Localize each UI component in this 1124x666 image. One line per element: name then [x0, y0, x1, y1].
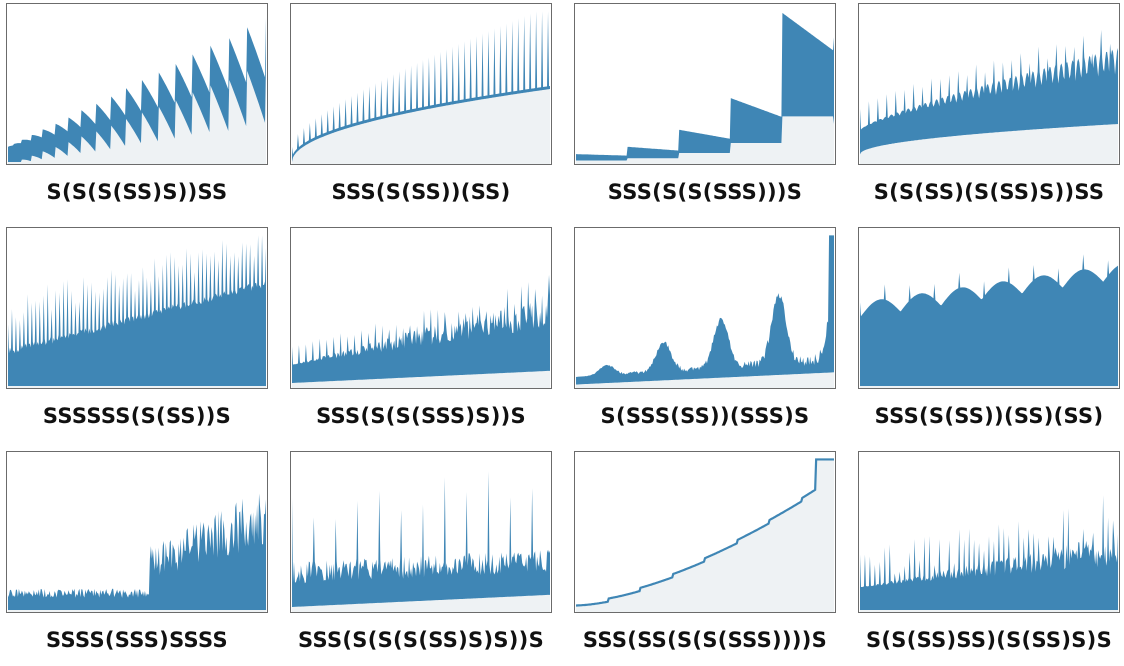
plot-frame — [574, 227, 836, 389]
chart-title: SSS(S(S(S(SS)S)S))S — [297, 628, 545, 652]
series-band — [291, 471, 551, 607]
chart-panel-6: SSS(S(S(SSS)S))S — [287, 224, 565, 442]
plot-svg — [7, 493, 267, 612]
series-band — [859, 254, 1119, 387]
plot-frame — [6, 451, 268, 613]
plot-frame — [290, 227, 552, 389]
series-under-fill — [7, 386, 267, 388]
plot-frame — [574, 3, 836, 165]
plot-svg — [859, 254, 1119, 388]
chart-title: SSSS(SSS)SSSS — [46, 628, 228, 652]
series-line — [575, 458, 835, 607]
chart-panel-8: SSS(S(SS))(SS)(SS) — [855, 224, 1124, 442]
series-area — [575, 459, 835, 612]
series-under-fill — [291, 594, 551, 612]
series-under-fill — [575, 372, 835, 388]
plot-frame — [6, 3, 268, 165]
plot-svg — [575, 458, 835, 612]
plot-svg — [859, 29, 1119, 164]
series-under-fill — [859, 386, 1119, 388]
plot-svg — [291, 11, 551, 164]
plot-svg — [575, 235, 835, 388]
chart-title: SSS(S(SS))(SS)(SS) — [874, 404, 1104, 428]
chart-title: SSS(S(S(SSS)S))S — [316, 404, 526, 428]
chart-panel-12: S(S(SS)SS)(S(SS)S)S — [855, 448, 1124, 666]
plot-svg — [291, 471, 551, 612]
plot-svg — [575, 12, 835, 164]
chart-panel-9: SSSS(SSS)SSSS — [3, 448, 281, 666]
series-band — [575, 235, 835, 385]
series-band — [859, 495, 1119, 611]
series-under-fill — [291, 370, 551, 388]
plot-frame — [6, 227, 268, 389]
chart-title: S(S(SS)SS)(S(SS)S)S — [865, 628, 1113, 652]
chart-panel-7: S(SSS(SS))(SSS)S — [571, 224, 849, 442]
chart-title: SSSSSS(S(SS))S — [42, 404, 232, 428]
chart-title: SSS(SS(S(S(SSS))))S — [582, 628, 828, 652]
chart-title: S(S(SS)(S(SS)S))SS — [873, 180, 1105, 204]
chart-title: S(SSS(SS))(SSS)S — [600, 404, 810, 428]
chart-panel-11: SSS(SS(S(S(SSS))))S — [571, 448, 849, 666]
chart-panel-2: SSS(S(SS))(SS) — [287, 0, 565, 218]
series-under-fill — [859, 124, 1119, 164]
series-band — [7, 235, 267, 387]
chart-panel-10: SSS(S(S(S(SS)S)S))S — [287, 448, 565, 666]
series-band — [859, 29, 1119, 155]
plot-svg — [7, 235, 267, 388]
series-band — [7, 493, 267, 611]
series-under-fill — [7, 610, 267, 612]
plot-frame — [858, 3, 1120, 165]
chart-panel-5: SSSSSS(S(SS))S — [3, 224, 281, 442]
series-band — [7, 17, 267, 163]
plot-frame — [290, 451, 552, 613]
plot-svg — [291, 274, 551, 388]
series-under-fill — [291, 89, 551, 164]
chart-panel-3: SSS(S(S(SSS)))S — [571, 0, 849, 218]
plot-svg — [7, 17, 267, 164]
chart-title: S(S(S(SS)S))SS — [46, 180, 228, 204]
series-under-fill — [575, 116, 835, 164]
chart-title: SSS(S(SS))(SS) — [331, 180, 511, 204]
plot-frame — [858, 227, 1120, 389]
series-under-fill — [7, 63, 267, 164]
series-band — [575, 12, 835, 161]
plot-frame — [574, 451, 836, 613]
series-under-fill — [859, 610, 1119, 612]
plot-svg — [859, 495, 1119, 612]
chart-panel-4: S(S(SS)(S(SS)S))SS — [855, 0, 1124, 218]
plot-frame — [858, 451, 1120, 613]
chart-title: SSS(S(S(SSS)))S — [607, 180, 803, 204]
series-band — [291, 274, 551, 383]
chart-panel-1: S(S(S(SS)S))SS — [3, 0, 281, 218]
series-band — [291, 11, 551, 163]
plot-frame — [290, 3, 552, 165]
